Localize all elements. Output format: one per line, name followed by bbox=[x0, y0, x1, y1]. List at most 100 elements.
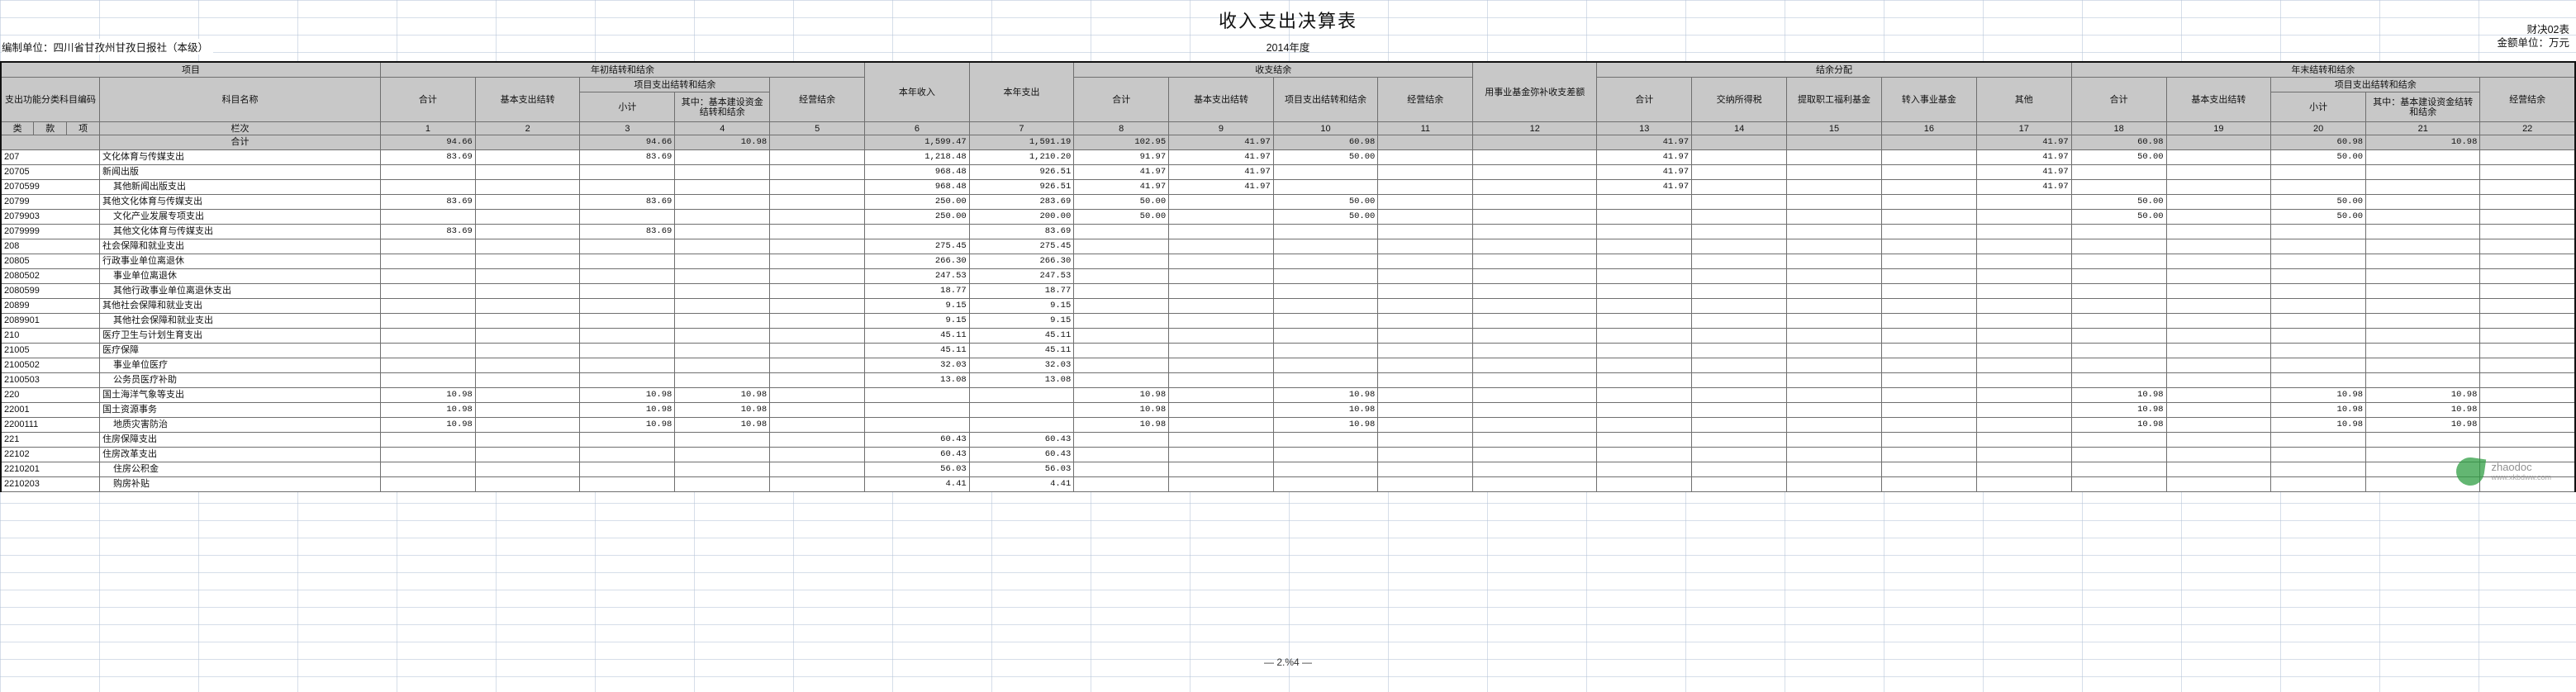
row-value-col-7: 32.03 bbox=[968, 358, 1075, 373]
row-value-col-20 bbox=[2270, 476, 2367, 492]
row-value-col-3: 94.66 bbox=[579, 135, 676, 150]
row-value-col-1 bbox=[379, 462, 476, 477]
row-value-col-13 bbox=[1596, 432, 1693, 448]
table-row: 2079999 其他文化体育与传媒支出 83.69 83.69 83.69 bbox=[0, 224, 2576, 239]
row-value-col-21 bbox=[2365, 164, 2481, 180]
row-value-col-13: 41.97 bbox=[1596, 179, 1693, 195]
row-value-col-5 bbox=[769, 268, 866, 284]
row-value-col-9 bbox=[1168, 476, 1274, 492]
row-value-col-6 bbox=[864, 417, 970, 433]
row-value-col-1: 94.66 bbox=[379, 135, 476, 150]
row-function-code: 2200111 bbox=[0, 417, 101, 433]
row-value-col-19 bbox=[2165, 328, 2272, 344]
row-value-col-1 bbox=[379, 447, 476, 462]
row-value-col-20: 50.00 bbox=[2270, 149, 2367, 165]
row-value-col-7: 926.51 bbox=[968, 164, 1075, 180]
row-value-col-14 bbox=[1691, 283, 1788, 299]
row-value-col-17 bbox=[1975, 432, 2072, 448]
header-alloc-to-career-fund: 转入事业基金 bbox=[1880, 77, 1977, 122]
row-value-col-1 bbox=[379, 313, 476, 329]
table-row: 220 国土海洋气象等支出 10.98 10.98 10.98 10.98 10.98 10.… bbox=[0, 387, 2576, 403]
lane-12: 12 bbox=[1472, 121, 1598, 135]
row-value-col-10 bbox=[1272, 358, 1379, 373]
row-subject-name: 住房改革支出 bbox=[99, 447, 381, 462]
row-value-col-4 bbox=[674, 358, 771, 373]
row-value-col-22 bbox=[2479, 254, 2576, 269]
row-value-col-8: 10.98 bbox=[1073, 387, 1170, 403]
header-alloc-total: 合计 bbox=[1596, 77, 1693, 122]
row-value-col-11 bbox=[1377, 283, 1474, 299]
lane-20: 20 bbox=[2270, 121, 2367, 135]
row-value-col-8 bbox=[1073, 328, 1170, 344]
row-value-col-10: 10.98 bbox=[1272, 387, 1379, 403]
row-value-col-5 bbox=[769, 417, 866, 433]
row-value-col-16 bbox=[1880, 283, 1977, 299]
row-value-col-9 bbox=[1168, 402, 1274, 418]
row-value-col-16 bbox=[1880, 343, 1977, 358]
row-value-col-4: 10.98 bbox=[674, 402, 771, 418]
lane-13: 13 bbox=[1596, 121, 1693, 135]
row-value-col-12 bbox=[1472, 387, 1598, 403]
row-value-col-17 bbox=[1975, 298, 2072, 314]
lane-label: 栏次 bbox=[99, 121, 381, 135]
row-value-col-6: 1,599.47 bbox=[864, 135, 970, 150]
row-value-col-10 bbox=[1272, 313, 1379, 329]
lane-15: 15 bbox=[1786, 121, 1882, 135]
row-value-col-11 bbox=[1377, 417, 1474, 433]
row-value-col-22 bbox=[2479, 179, 2576, 195]
row-value-col-19 bbox=[2165, 254, 2272, 269]
row-value-col-17 bbox=[1975, 402, 2072, 418]
lane-14: 14 bbox=[1691, 121, 1788, 135]
row-function-code: 207 bbox=[0, 149, 101, 165]
row-value-col-13 bbox=[1596, 268, 1693, 284]
row-value-col-5 bbox=[769, 462, 866, 477]
row-value-col-2 bbox=[474, 387, 581, 403]
row-subject-name: 社会保障和就业支出 bbox=[99, 239, 381, 254]
row-value-col-21 bbox=[2365, 298, 2481, 314]
row-value-col-1 bbox=[379, 476, 476, 492]
row-value-col-3 bbox=[579, 372, 676, 388]
row-value-col-5 bbox=[769, 224, 866, 239]
table-row: 2080599 其他行政事业单位离退休支出 18.77 18.77 bbox=[0, 283, 2576, 299]
row-value-col-7: 56.03 bbox=[968, 462, 1075, 477]
table-row: 2210201 住房公积金 56.03 56.03 bbox=[0, 462, 2576, 477]
row-value-col-3 bbox=[579, 343, 676, 358]
row-value-col-19 bbox=[2165, 358, 2272, 373]
row-value-col-4 bbox=[674, 149, 771, 165]
row-value-col-7: 83.69 bbox=[968, 224, 1075, 239]
row-value-col-9 bbox=[1168, 283, 1274, 299]
row-value-col-4 bbox=[674, 239, 771, 254]
row-value-col-10: 50.00 bbox=[1272, 194, 1379, 210]
row-value-col-6: 1,218.48 bbox=[864, 149, 970, 165]
header-end-capital-carry: 其中：基本建设资金结转和结余 bbox=[2365, 92, 2481, 122]
row-value-col-16 bbox=[1880, 462, 1977, 477]
row-value-col-14 bbox=[1691, 149, 1788, 165]
row-value-col-1: 83.69 bbox=[379, 224, 476, 239]
row-value-col-22 bbox=[2479, 313, 2576, 329]
row-value-col-6: 9.15 bbox=[864, 298, 970, 314]
row-value-col-11 bbox=[1377, 135, 1474, 150]
row-value-col-2 bbox=[474, 239, 581, 254]
row-value-col-16 bbox=[1880, 224, 1977, 239]
row-value-col-18 bbox=[2070, 476, 2167, 492]
row-value-col-5 bbox=[769, 149, 866, 165]
table-row: 22102 住房改革支出 60.43 60.43 bbox=[0, 447, 2576, 462]
row-value-col-19 bbox=[2165, 239, 2272, 254]
row-subject-name: 公务员医疗补助 bbox=[99, 372, 381, 388]
header-end-subtotal: 小计 bbox=[2270, 92, 2367, 122]
row-value-col-5 bbox=[769, 254, 866, 269]
lane-9: 9 bbox=[1168, 121, 1274, 135]
row-value-col-22 bbox=[2479, 402, 2576, 418]
row-value-col-22 bbox=[2479, 328, 2576, 344]
row-value-col-3 bbox=[579, 283, 676, 299]
row-value-col-15 bbox=[1786, 164, 1882, 180]
row-value-col-11 bbox=[1377, 239, 1474, 254]
row-value-col-22 bbox=[2479, 387, 2576, 403]
row-value-col-11 bbox=[1377, 447, 1474, 462]
row-value-col-9 bbox=[1168, 254, 1274, 269]
row-value-col-5 bbox=[769, 209, 866, 225]
header-group-revexp-balance: 收支结余 bbox=[1073, 61, 1474, 78]
row-value-col-8 bbox=[1073, 358, 1170, 373]
row-value-col-20 bbox=[2270, 224, 2367, 239]
row-value-col-3 bbox=[579, 447, 676, 462]
